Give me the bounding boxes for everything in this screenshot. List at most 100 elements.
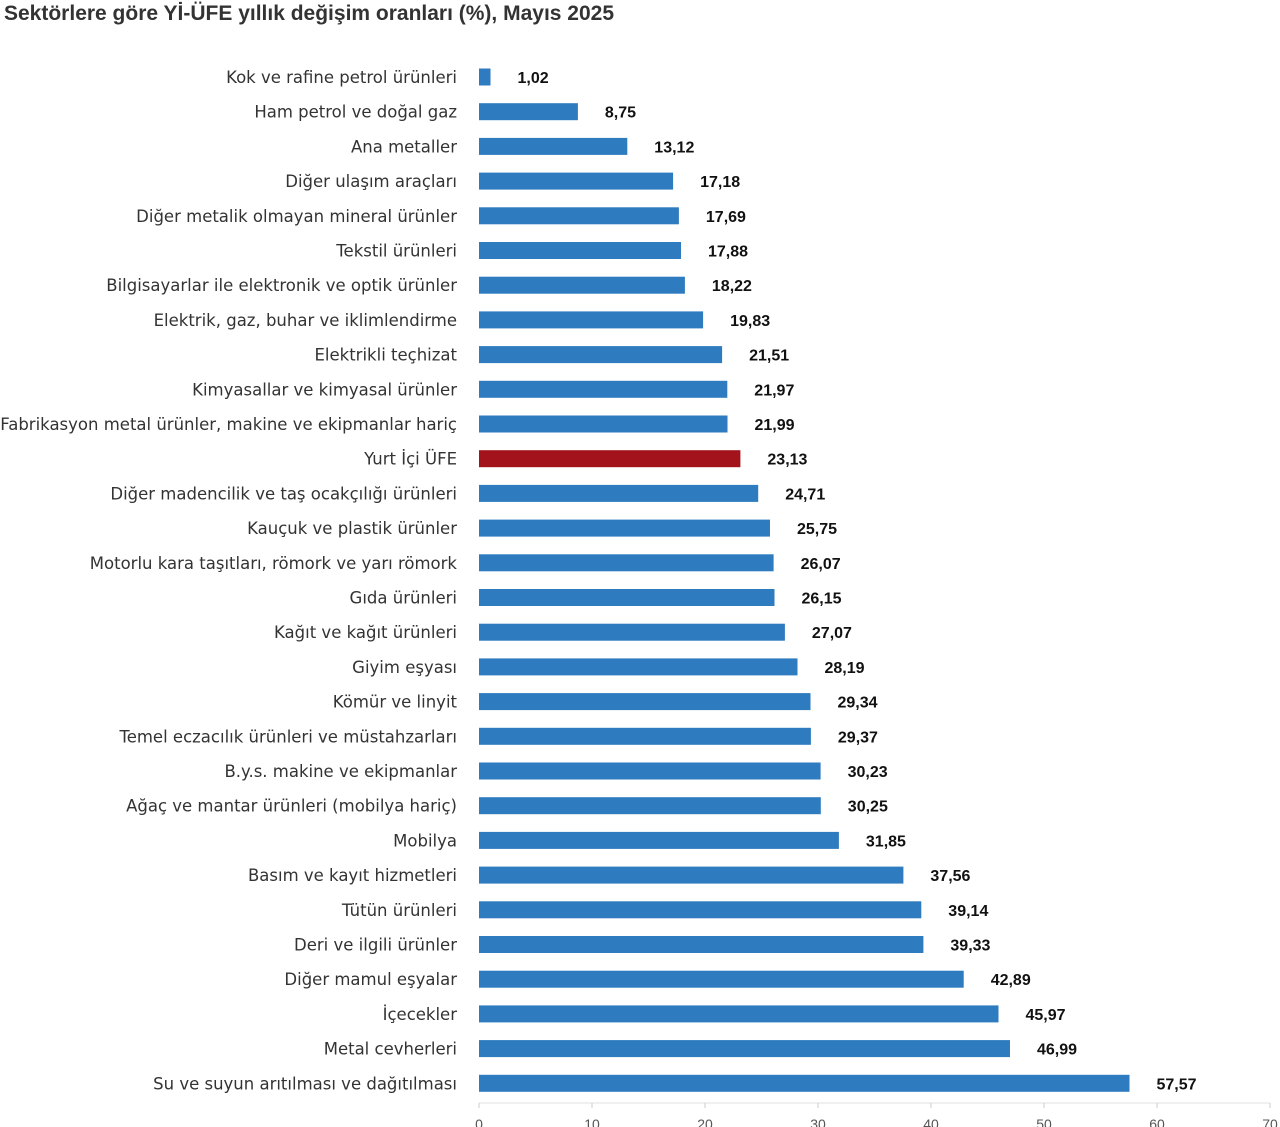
value-labels-group: 1,02 8,75 13,12 17,18 17,69 17,88 18,22 19,83 21… — [518, 70, 1197, 1093]
category-label-su-ve-suyun-aritilmasi-ve-dagitilmasi: Su ve suyun arıtılması ve dağıtılması — [153, 1074, 457, 1093]
bar-bilgisayarlar-ile-elektronik-ve-optik-urunler — [479, 276, 685, 294]
bar-diger-metalik-olmayan-mineral-urunler — [479, 207, 679, 225]
category-label-tutun-urunleri: Tütün ürünleri — [341, 901, 457, 920]
value-label-mobilya: 31,85 — [866, 833, 906, 850]
value-label-tekstil-urunleri: 17,88 — [708, 244, 748, 261]
value-label-icecekler: 45,97 — [1026, 1007, 1066, 1024]
bar-b-y-s-makine-ve-ekipmanlar — [479, 762, 821, 780]
value-label-tutun-urunleri: 39,14 — [948, 903, 988, 920]
value-label-giyim-esyasi: 28,19 — [825, 660, 865, 677]
bar-temel-eczacilik-urunleri-ve-mustahzarlari — [479, 727, 811, 745]
x-tick-label: 10 — [584, 1116, 600, 1127]
category-label-metal-cevherleri: Metal cevherleri — [324, 1040, 457, 1059]
value-label-gida-urunleri: 26,15 — [802, 591, 842, 608]
bar-metal-cevherleri — [479, 1040, 1010, 1058]
category-label-tekstil-urunleri: Tekstil ürünleri — [335, 242, 457, 261]
bar-su-ve-suyun-aritilmasi-ve-dagitilmasi — [479, 1074, 1130, 1092]
bar-deri-ve-ilgili-urunler — [479, 936, 924, 953]
bar-komur-ve-linyit — [479, 693, 811, 711]
value-label-diger-ulasim-araclari: 17,18 — [700, 174, 740, 191]
category-label-fabrikasyon-metal-urunler-makine-ve-ekipmanlar-haric: Fabrikasyon metal ürünler, makine ve eki… — [0, 415, 457, 434]
x-tick-label: 0 — [475, 1116, 483, 1127]
value-label-fabrikasyon-metal-urunler-makine-ve-ekipmanlar-haric: 21,99 — [755, 417, 795, 434]
category-label-deri-ve-ilgili-urunler: Deri ve ilgili ürünler — [294, 936, 457, 955]
bar-giyim-esyasi — [479, 658, 798, 676]
value-label-elektrikli-techizat: 21,51 — [749, 348, 789, 365]
value-label-ham-petrol-ve-dogal-gaz: 8,75 — [605, 105, 636, 122]
category-label-b-y-s-makine-ve-ekipmanlar: B.y.s. makine ve ekipmanlar — [224, 762, 457, 781]
category-label-mobilya: Mobilya — [393, 831, 457, 850]
category-label-giyim-esyasi: Giyim eşyası — [352, 658, 457, 677]
x-tick-label: 60 — [1149, 1116, 1165, 1127]
bar-tutun-urunleri — [479, 901, 922, 919]
bars-group — [479, 68, 1130, 1092]
bar-diger-mamul-esyalar — [479, 970, 964, 988]
x-tick-label: 20 — [697, 1116, 713, 1127]
category-label-yurt-ici-ufe: Yurt İçi ÜFE — [363, 450, 457, 469]
bar-diger-madencilik-ve-tas-ocakciligi-urunleri — [479, 484, 759, 502]
category-label-gida-urunleri: Gıda ürünleri — [350, 589, 457, 608]
value-label-deri-ve-ilgili-urunler: 39,33 — [950, 938, 990, 955]
bar-yurt-ici-ufe — [479, 450, 741, 468]
category-label-elektrik-gaz-buhar-ve-iklimlendirme: Elektrik, gaz, buhar ve iklimlendirme — [154, 311, 457, 330]
value-label-temel-eczacilik-urunleri-ve-mustahzarlari: 29,37 — [838, 729, 878, 746]
category-label-agac-ve-mantar-urunleri-mobilya-haric: Ağaç ve mantar ürünleri (mobilya hariç) — [126, 797, 457, 816]
category-label-kok-ve-rafine-petrol-urunleri: Kok ve rafine petrol ürünleri — [226, 68, 457, 87]
value-label-kimyasallar-ve-kimyasal-urunler: 21,97 — [754, 382, 794, 399]
category-label-diger-madencilik-ve-tas-ocakciligi-urunleri: Diğer madencilik ve taş ocakçılığı ürünl… — [110, 484, 457, 503]
chart-title: Sektörlere göre Yİ-ÜFE yıllık değişim or… — [4, 2, 615, 25]
bar-diger-ulasim-araclari — [479, 172, 674, 190]
category-label-diger-ulasim-araclari: Diğer ulaşım araçları — [285, 172, 457, 191]
category-label-ham-petrol-ve-dogal-gaz: Ham petrol ve doğal gaz — [254, 103, 457, 122]
category-label-temel-eczacilik-urunleri-ve-mustahzarlari: Temel eczacılık ürünleri ve müstahzarlar… — [118, 727, 457, 746]
x-tick-label: 50 — [1036, 1116, 1052, 1127]
value-label-ana-metaller: 13,12 — [654, 139, 694, 156]
value-label-kaucuk-ve-plastik-urunler: 25,75 — [797, 521, 837, 538]
bar-basim-ve-kayit-hizmetleri — [479, 866, 904, 884]
bar-fabrikasyon-metal-urunler-makine-ve-ekipmanlar-haric — [479, 415, 728, 433]
category-label-diger-mamul-esyalar: Diğer mamul eşyalar — [284, 970, 457, 989]
x-tick-label: 40 — [923, 1116, 939, 1127]
value-label-kagit-ve-kagit-urunleri: 27,07 — [812, 625, 852, 642]
bar-agac-ve-mantar-urunleri-mobilya-haric — [479, 797, 821, 815]
category-label-diger-metalik-olmayan-mineral-urunler: Diğer metalik olmayan mineral ürünler — [136, 207, 457, 226]
value-label-kok-ve-rafine-petrol-urunleri: 1,02 — [518, 70, 549, 87]
bar-mobilya — [479, 831, 839, 849]
category-label-basim-ve-kayit-hizmetleri: Basım ve kayıt hizmetleri — [248, 866, 457, 885]
category-label-komur-ve-linyit: Kömür ve linyit — [333, 693, 458, 712]
x-tick-label: 70 — [1262, 1116, 1278, 1127]
value-label-su-ve-suyun-aritilmasi-ve-dagitilmasi: 57,57 — [1157, 1076, 1197, 1093]
category-label-kaucuk-ve-plastik-urunler: Kauçuk ve plastik ürünler — [247, 519, 457, 538]
category-label-bilgisayarlar-ile-elektronik-ve-optik-urunler: Bilgisayarlar ile elektronik ve optik ür… — [106, 276, 457, 295]
value-label-basim-ve-kayit-hizmetleri: 37,56 — [930, 868, 970, 885]
bar-elektrikli-techizat — [479, 346, 723, 364]
value-label-motorlu-kara-tasitlari-romork-ve-yari-romork: 26,07 — [801, 556, 841, 573]
value-label-bilgisayarlar-ile-elektronik-ve-optik-urunler: 18,22 — [712, 278, 752, 295]
bar-kok-ve-rafine-petrol-urunleri — [479, 68, 491, 86]
category-label-kagit-ve-kagit-urunleri: Kağıt ve kağıt ürünleri — [274, 623, 457, 642]
value-label-metal-cevherleri: 46,99 — [1037, 1042, 1077, 1059]
category-label-kimyasallar-ve-kimyasal-urunler: Kimyasallar ve kimyasal ürünler — [192, 380, 457, 399]
category-label-icecekler: İçecekler — [383, 1005, 458, 1024]
category-label-ana-metaller: Ana metaller — [351, 137, 457, 156]
bar-ana-metaller — [479, 137, 628, 155]
bar-kaucuk-ve-plastik-urunler — [479, 519, 770, 537]
value-label-yurt-ici-ufe: 23,13 — [767, 452, 807, 469]
bar-tekstil-urunleri — [479, 242, 681, 259]
value-label-komur-ve-linyit: 29,34 — [838, 695, 878, 712]
bar-ham-petrol-ve-dogal-gaz — [479, 103, 578, 121]
category-labels-group: Kok ve rafine petrol ürünleri Ham petrol … — [0, 68, 457, 1093]
value-label-elektrik-gaz-buhar-ve-iklimlendirme: 19,83 — [730, 313, 770, 330]
x-tick-label: 30 — [810, 1116, 826, 1127]
category-label-elektrikli-techizat: Elektrikli teçhizat — [315, 346, 458, 365]
value-label-b-y-s-makine-ve-ekipmanlar: 30,23 — [848, 764, 888, 781]
value-label-diger-metalik-olmayan-mineral-urunler: 17,69 — [706, 209, 746, 226]
x-axis: 0 10 20 30 40 50 60 70 — [475, 1102, 1278, 1127]
category-label-motorlu-kara-tasitlari-romork-ve-yari-romork: Motorlu kara taşıtları, römork ve yarı r… — [90, 554, 458, 573]
value-label-agac-ve-mantar-urunleri-mobilya-haric: 30,25 — [848, 799, 888, 816]
value-label-diger-mamul-esyalar: 42,89 — [991, 972, 1031, 989]
bar-motorlu-kara-tasitlari-romork-ve-yari-romork — [479, 554, 774, 572]
bar-icecekler — [479, 1005, 999, 1023]
bar-elektrik-gaz-buhar-ve-iklimlendirme — [479, 311, 704, 329]
